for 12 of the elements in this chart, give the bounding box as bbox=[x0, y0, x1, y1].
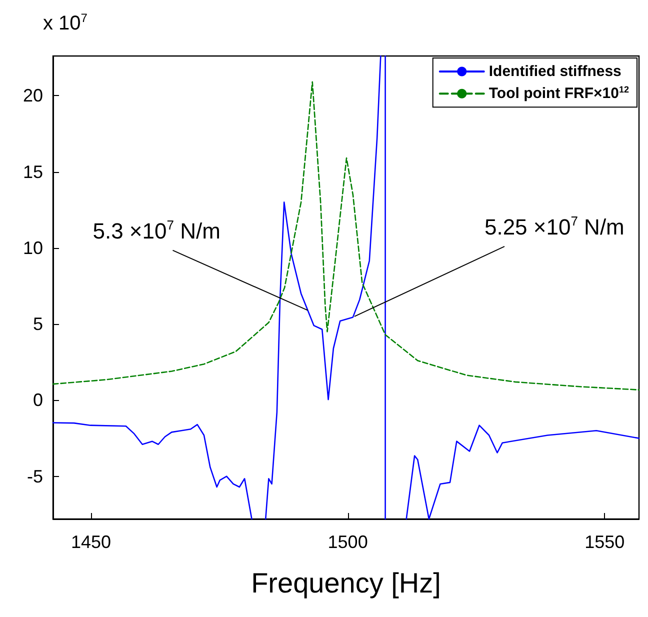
y-tick-label: 15 bbox=[22, 162, 43, 182]
legend-label: Identified stiffness bbox=[488, 63, 622, 80]
x-tick-label: 1450 bbox=[70, 532, 112, 552]
x-tick-label: 1550 bbox=[584, 532, 625, 552]
y-tick-label: 10 bbox=[22, 238, 43, 258]
y-tick-label: 5 bbox=[32, 314, 43, 334]
line-series bbox=[52, 81, 640, 390]
x-axis-title: Frequency [Hz] bbox=[251, 568, 441, 598]
x-tick-label: 1500 bbox=[328, 532, 368, 552]
y-tick-label: -5 bbox=[26, 466, 43, 486]
y-tick-label: 0 bbox=[32, 390, 43, 410]
y-tick-label: 20 bbox=[22, 86, 43, 106]
